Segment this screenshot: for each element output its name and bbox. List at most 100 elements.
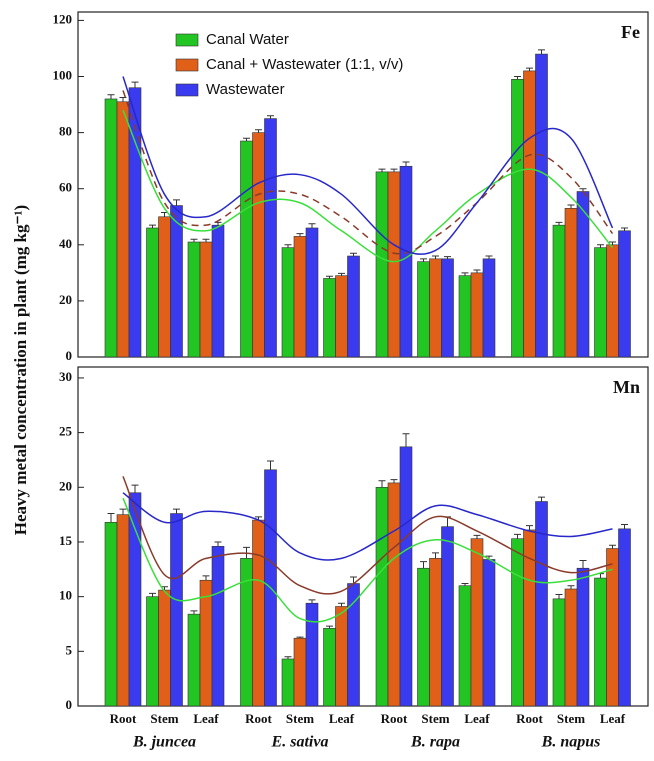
- bar: [594, 247, 607, 358]
- error-bar: [390, 168, 398, 172]
- bar: [375, 171, 389, 358]
- x-tick-label: Stem: [150, 711, 178, 726]
- error-bar: [284, 244, 292, 248]
- bar: [511, 79, 524, 358]
- bar: [482, 559, 496, 707]
- error-bar: [526, 67, 533, 71]
- bar: [523, 70, 536, 358]
- x-tick-label: Stem: [557, 711, 585, 726]
- plot-frame: [77, 366, 649, 707]
- error-bar: [473, 269, 481, 273]
- bar: [116, 101, 130, 358]
- bar: [158, 216, 171, 358]
- error-bar: [514, 76, 521, 80]
- bar: [564, 588, 578, 707]
- bar: [606, 548, 619, 707]
- trend-curve: [122, 476, 613, 595]
- legend-swatch: [175, 33, 199, 47]
- bar: [281, 247, 295, 358]
- error-bar: [514, 533, 521, 539]
- x-tick-label: Root: [381, 711, 408, 726]
- error-bar: [461, 583, 469, 586]
- trend-curve: [122, 497, 613, 623]
- x-tick-label: Leaf: [193, 711, 219, 726]
- error-bar: [420, 258, 427, 262]
- bar: [211, 224, 225, 358]
- bar: [429, 258, 442, 358]
- bar: [252, 132, 265, 358]
- bar: [552, 224, 566, 358]
- error-bar: [567, 585, 575, 589]
- bar: [170, 513, 183, 707]
- error-bar: [202, 575, 210, 581]
- error-bar: [308, 599, 316, 604]
- bar: [618, 528, 631, 707]
- group-label: B. juncea: [132, 734, 196, 751]
- error-bar: [131, 484, 139, 493]
- error-bar: [461, 272, 469, 276]
- bar: [264, 118, 277, 358]
- bar: [240, 140, 253, 358]
- panel-label: Mn: [613, 377, 640, 397]
- bar: [305, 602, 319, 707]
- error-bar: [173, 508, 180, 514]
- bar: [417, 567, 430, 707]
- bar: [606, 244, 619, 358]
- bar: [323, 628, 336, 707]
- group-label: B. rapa: [410, 734, 460, 751]
- error-bar: [555, 221, 563, 226]
- bar: [211, 546, 225, 707]
- y-tick-label: 80: [59, 124, 72, 139]
- bar: [564, 208, 578, 358]
- bar: [387, 171, 401, 358]
- x-tick-label: Stem: [421, 711, 449, 726]
- error-bar: [609, 241, 616, 245]
- bar: [305, 227, 319, 358]
- y-axis-label: Heavy metal concentration in plant (mg k…: [11, 205, 30, 535]
- bar: [199, 241, 213, 358]
- legend-label: Canal + Wastewater (1:1, v/v): [206, 56, 403, 73]
- legend-label: Canal Water: [206, 31, 289, 48]
- trend-curve: [122, 492, 613, 561]
- error-bar: [296, 233, 304, 237]
- y-tick-label: 0: [66, 348, 73, 363]
- bar: [470, 538, 484, 707]
- x-tick-label: Leaf: [329, 711, 355, 726]
- bar: [187, 613, 201, 707]
- error-bar: [255, 129, 262, 133]
- bar: [399, 446, 413, 707]
- trend-curve: [122, 76, 614, 255]
- error-bar: [296, 636, 304, 639]
- error-bar: [190, 238, 198, 242]
- bar: [618, 230, 631, 358]
- bar: [104, 98, 118, 358]
- bar: [387, 482, 401, 707]
- y-tick-label: 10: [59, 588, 72, 603]
- trend-curve: [122, 109, 614, 263]
- error-bar: [538, 49, 545, 55]
- y-tick-label: 30: [59, 369, 72, 384]
- error-bar: [390, 479, 398, 483]
- bar: [323, 278, 336, 358]
- error-bar: [621, 227, 628, 231]
- bar: [293, 637, 307, 707]
- error-bar: [308, 223, 316, 228]
- error-bar: [485, 255, 493, 259]
- error-bar: [284, 656, 292, 659]
- error-bar: [131, 81, 139, 88]
- bar: [293, 236, 307, 358]
- error-bar: [173, 199, 180, 206]
- bar: [511, 538, 524, 707]
- error-bar: [119, 508, 127, 515]
- x-tick-label: Root: [245, 711, 272, 726]
- error-bar: [621, 523, 628, 529]
- error-bar: [326, 275, 333, 279]
- error-bar: [161, 212, 168, 217]
- error-bar: [190, 610, 198, 615]
- error-bar: [338, 272, 345, 276]
- error-bar: [202, 238, 210, 242]
- legend-swatch: [175, 58, 199, 72]
- error-bar: [444, 256, 451, 259]
- y-tick-label: 60: [59, 180, 72, 195]
- group-label: B. napus: [541, 734, 601, 751]
